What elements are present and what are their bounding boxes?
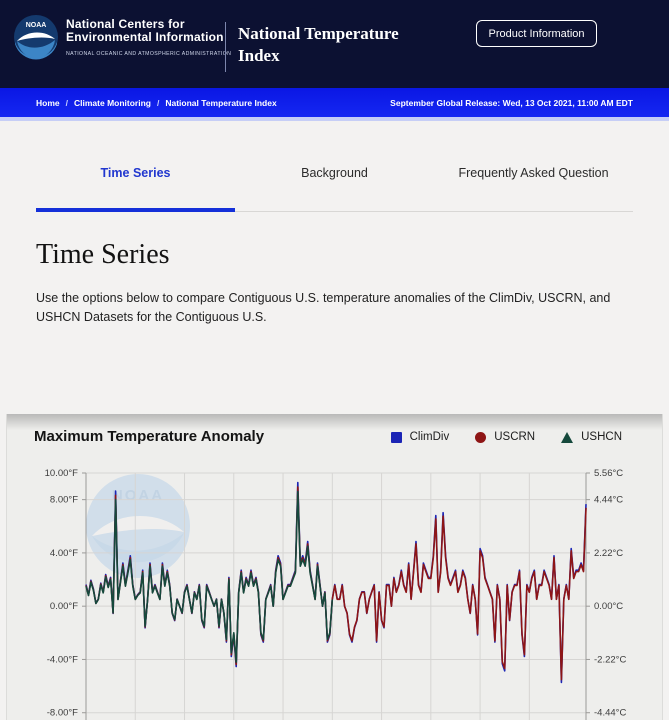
noaa-watermark-icon: NOAA [86,474,190,578]
org-name: National Centers for Environmental Infor… [66,18,231,61]
legend-label-climdiv: ClimDiv [409,431,450,443]
y-axis-label-c: 0.00°C [594,601,623,612]
chart-gridlines [85,472,587,720]
header-divider [225,22,226,72]
y-axis-label-c: -2.22°C [594,654,626,665]
series-line-ushcn [85,490,334,663]
y-axis-label-f: 8.00°F [50,495,78,506]
site-header: NOAA National Centers for Environmental … [0,0,669,88]
page-content: Time Series Background Frequently Asked … [0,121,669,720]
breadcrumb-bottom-strip [0,117,669,121]
page-description: Use the options below to compare Contigu… [36,291,611,324]
legend-item-climdiv[interactable]: ClimDiv [390,431,450,443]
y-axis-label-c: 2.22°C [594,548,623,559]
org-line1: National Centers for [66,17,185,31]
y-axis-label-c: 4.44°C [594,495,623,506]
legend-item-ushcn[interactable]: USHCN [561,431,622,443]
legend-item-uscrn[interactable]: USCRN [475,431,535,443]
tab-frequently-asked-question[interactable]: Frequently Asked Question [458,166,609,180]
noaa-logo[interactable]: NOAA [13,14,59,60]
breadcrumb-separator: / [65,98,68,108]
chart-title: Maximum Temperature Anomaly [34,428,265,445]
y-axis-label-f: 10.00°F [45,468,79,479]
chart-card: Maximum Temperature Anomaly ClimDiv USCR… [6,414,663,720]
tab-active-indicator [36,208,235,212]
product-title: National Temperature Index [238,24,399,65]
tab-bar: Time Series Background Frequently Asked … [36,154,633,194]
y-axis-label-f: -8.00°F [47,708,78,719]
tab-underline [36,211,633,212]
svg-text:NOAA: NOAA [26,22,47,29]
breadcrumb-climate-monitoring[interactable]: Climate Monitoring [74,98,151,108]
breadcrumb-home[interactable]: Home [36,98,60,108]
breadcrumb-national-temperature-index[interactable]: National Temperature Index [165,98,277,108]
product-information-button[interactable]: Product Information [476,20,597,47]
legend-label-ushcn: USHCN [581,431,622,443]
breadcrumb: Home / Climate Monitoring / National Tem… [36,98,277,108]
breadcrumb-bar: Home / Climate Monitoring / National Tem… [0,88,669,117]
chart-legend: ClimDiv USCRN USHCN [390,431,622,443]
org-line2: Environmental Information [66,30,224,44]
org-subtitle: NATIONAL OCEANIC AND ATMOSPHERIC ADMINIS… [66,51,232,57]
temperature-anomaly-chart: NOAA 10.00°F 5.56°C 8.00°F 4.44°C 4.00°F 2.22°… [45,468,627,720]
svg-text:NOAA: NOAA [112,487,164,504]
ushcn-triangle-marker-icon [561,431,574,443]
y-axis-label-f: 4.00°F [50,548,78,559]
tab-background[interactable]: Background [301,166,368,180]
uscrn-circle-marker-icon [475,431,487,443]
y-axis-label-c: 5.56°C [594,468,623,479]
tab-time-series[interactable]: Time Series [100,166,171,180]
climdiv-square-marker-icon [390,431,402,443]
y-axis-label-c: -4.44°C [594,708,626,719]
legend-label-uscrn: USCRN [494,431,536,443]
breadcrumb-separator: / [156,98,160,108]
axis-labels: 10.00°F 5.56°C 8.00°F 4.44°C 4.00°F 2.22°C 0.0… [45,468,627,719]
y-axis-label-f: -4.00°F [47,654,78,665]
page-title: Time Series [36,239,170,270]
release-timestamp: September Global Release: Wed, 13 Oct 20… [390,98,633,108]
y-axis-label-f: 0.00°F [50,601,78,612]
